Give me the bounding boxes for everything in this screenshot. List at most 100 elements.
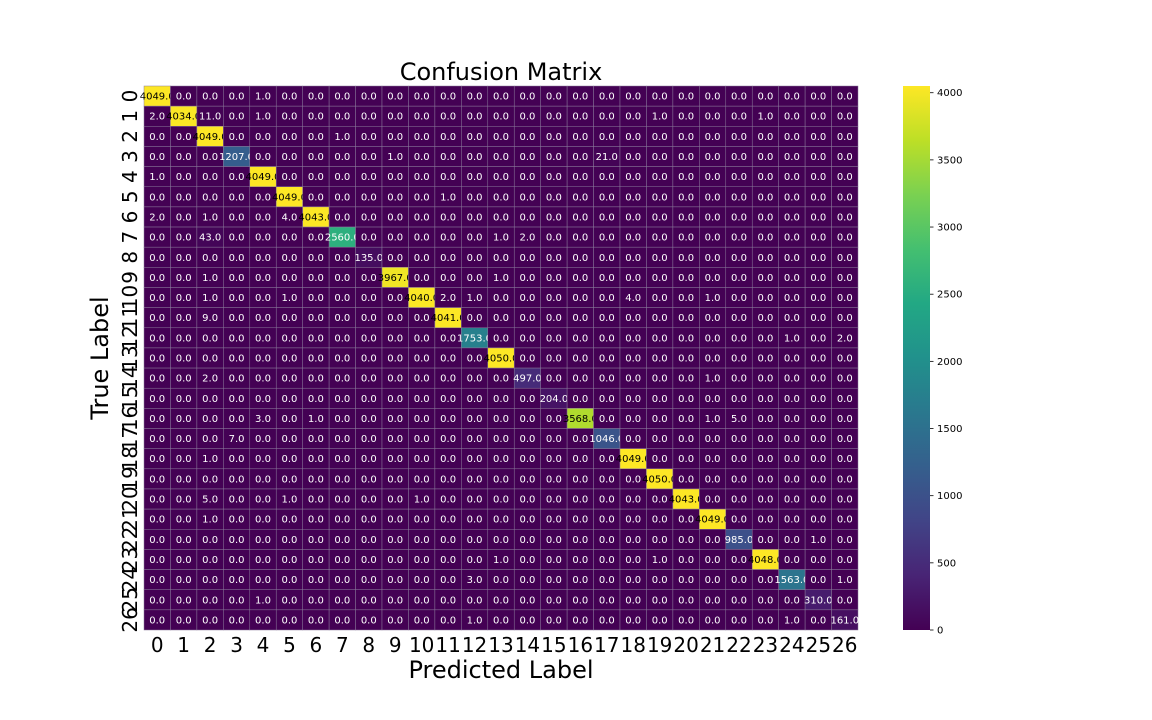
cell-value-label: 0.0	[705, 273, 721, 284]
cell-value-label: 0.0	[308, 374, 324, 385]
cell-value-label: 0.0	[837, 192, 853, 203]
cell-value-label: 0.0	[757, 615, 773, 626]
cell-value-label: 0.0	[255, 394, 271, 405]
cell-value-label: 0.0	[202, 535, 218, 546]
cell-value-label: 3967.0	[378, 273, 413, 284]
cell-value-label: 0.0	[837, 293, 853, 304]
cell-value-label: 1.0	[308, 414, 324, 425]
cell-value-label: 0.0	[625, 374, 641, 385]
x-tick-label: 12	[462, 633, 487, 657]
y-tick-label: 7	[118, 231, 142, 244]
cell-value-label: 0.0	[652, 414, 668, 425]
cell-value-label: 0.0	[414, 313, 430, 324]
cell-value-label: 0.0	[731, 575, 747, 586]
cell-value-label: 7.0	[229, 434, 245, 445]
cell-value-label: 0.0	[255, 192, 271, 203]
cell-value-label: 0.0	[652, 615, 668, 626]
cell-value-label: 0.0	[387, 233, 403, 244]
x-tick-label: 8	[362, 633, 375, 657]
cell-value-label: 0.0	[334, 434, 350, 445]
cell-value-label: 310.0	[804, 595, 833, 606]
cell-value-label: 0.0	[810, 132, 826, 143]
cell-value-label: 0.0	[625, 394, 641, 405]
cell-value-label: 0.0	[493, 454, 509, 465]
cell-value-label: 0.0	[757, 293, 773, 304]
cell-value-label: 0.0	[414, 112, 430, 123]
cell-value-label: 0.0	[387, 132, 403, 143]
cell-value-label: 0.0	[361, 515, 377, 526]
cell-value-label: 0.0	[572, 273, 588, 284]
cell-value-label: 0.0	[467, 535, 483, 546]
cell-value-label: 0.0	[387, 454, 403, 465]
cell-value-label: 0.0	[705, 434, 721, 445]
cell-value-label: 0.0	[625, 354, 641, 365]
cell-value-label: 0.0	[599, 394, 615, 405]
cell-value-label: 0.0	[731, 293, 747, 304]
cell-value-label: 0.0	[361, 132, 377, 143]
cell-value-label: 0.0	[678, 293, 694, 304]
cell-value-label: 0.0	[572, 495, 588, 506]
cell-value-label: 1207.0	[219, 152, 254, 163]
cell-value-label: 0.0	[757, 454, 773, 465]
cell-value-label: 0.0	[810, 394, 826, 405]
heatmap-cell	[831, 609, 859, 631]
cell-value-label: 0.0	[334, 374, 350, 385]
colorbar-ticks: 0 500 1000 1500 2000 2500 3000 3500 4000	[930, 88, 962, 637]
cell-value-label: 0.0	[229, 132, 245, 143]
cell-value-label: 0.0	[625, 132, 641, 143]
cell-value-label: 0.0	[255, 555, 271, 566]
cell-value-label: 0.0	[810, 172, 826, 183]
cell-value-label: 0.0	[572, 293, 588, 304]
y-tick-label: 3	[118, 150, 142, 163]
cell-value-label: 0.0	[229, 474, 245, 485]
cell-value-label: 0.0	[546, 152, 562, 163]
cell-value-label: 0.0	[546, 313, 562, 324]
cell-value-label: 0.0	[308, 233, 324, 244]
cell-value-label: 1.0	[202, 515, 218, 526]
cell-value-label: 0.0	[599, 615, 615, 626]
cell-value-label: 0.0	[519, 474, 535, 485]
cell-value-label: 0.0	[149, 273, 165, 284]
cell-value-label: 0.0	[599, 333, 615, 344]
cell-value-label: 0.0	[546, 555, 562, 566]
cell-value-label: 1.0	[784, 615, 800, 626]
cell-value-label: 0.0	[705, 172, 721, 183]
y-tick-label: 22	[118, 527, 142, 552]
cell-value-label: 0.0	[202, 354, 218, 365]
cell-value-label: 0.0	[546, 515, 562, 526]
cell-value-label: 0.0	[281, 595, 297, 606]
cell-value-label: 0.0	[837, 474, 853, 485]
y-tick-label: 0	[118, 90, 142, 103]
cell-value-label: 0.0	[414, 454, 430, 465]
cell-value-label: 0.0	[731, 354, 747, 365]
cell-value-label: 0.0	[519, 172, 535, 183]
y-tick-label: 12	[118, 325, 142, 350]
cell-value-label: 0.0	[731, 192, 747, 203]
cell-value-label: 0.0	[387, 555, 403, 566]
cell-value-label: 0.0	[546, 434, 562, 445]
cell-value-label: 0.0	[229, 313, 245, 324]
cell-value-label: 0.0	[625, 273, 641, 284]
x-tick-label: 20	[673, 633, 698, 657]
cell-value-label: 0.0	[810, 192, 826, 203]
cell-value-label: 0.0	[784, 112, 800, 123]
cell-value-label: 0.0	[149, 615, 165, 626]
y-tick-label: 24	[118, 567, 142, 592]
cell-value-label: 0.0	[467, 152, 483, 163]
cell-value-label: 0.0	[731, 555, 747, 566]
cell-value-label: 0.0	[652, 233, 668, 244]
cell-value-label: 0.0	[705, 152, 721, 163]
cell-value-label: 0.0	[625, 515, 641, 526]
cell-value-label: 0.0	[281, 172, 297, 183]
cell-value-label: 0.0	[493, 92, 509, 103]
cell-value-label: 0.0	[467, 132, 483, 143]
cell-value-label: 0.0	[255, 313, 271, 324]
cell-value-label: 0.0	[255, 474, 271, 485]
cell-value-label: 0.0	[678, 132, 694, 143]
cell-value-label: 0.0	[519, 414, 535, 425]
x-tick-label: 4	[257, 633, 270, 657]
cell-value-label: 0.0	[519, 293, 535, 304]
cell-value-label: 0.0	[149, 474, 165, 485]
cell-value-label: 0.0	[176, 374, 192, 385]
cell-value-label: 0.0	[308, 293, 324, 304]
